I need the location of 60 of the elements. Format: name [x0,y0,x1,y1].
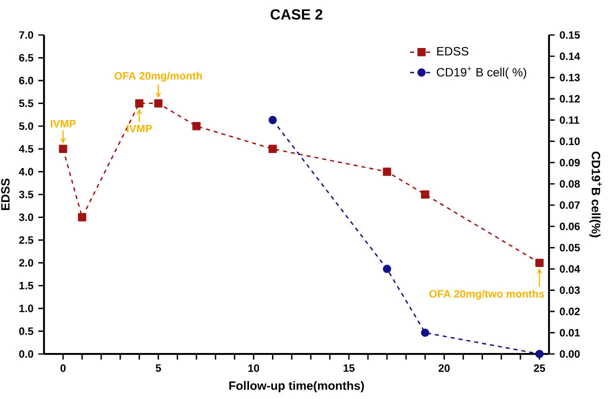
point [421,328,430,337]
x-axis-title: Follow-up time(months) [229,381,364,392]
y-tick-label: 1.0 [19,304,34,312]
y2-tick-label: 0.00 [560,350,580,358]
annotation: OFA 20mg/month [114,72,202,82]
y-tick-label: 0.0 [19,350,34,358]
x-tick-label: 25 [534,364,546,372]
y-tick-label: 6.5 [19,54,34,62]
y-tick-label: 3.5 [19,190,34,198]
y-tick-label: 1.5 [19,282,34,290]
legend-label: EDSS [437,46,468,56]
point [135,99,144,108]
x-tick-label: 5 [156,364,162,372]
y-tick-label: 7.0 [19,31,34,39]
y2-axis-title: CD19$^{+}$B cell(%) [589,152,602,238]
y-tick-label: 2.5 [19,236,34,244]
point [535,258,544,267]
x-tick-label: 10 [248,364,260,372]
y2-tick-label: 0.04 [560,265,580,273]
x-tick-label: 0 [60,364,66,372]
y-tick-label: 4.0 [18,168,34,176]
y-tick-label: 2.0 [19,259,34,267]
point [420,190,430,199]
y-tick-label: 0.5 [19,327,34,335]
point [154,99,162,108]
y-tick-label: 5.5 [19,100,34,108]
y-axis-title: EDSS [1,178,10,210]
point [382,168,392,176]
y2-tick-label: 0.03 [560,286,580,294]
point [192,122,201,130]
y2-tick-label: 0.01 [560,328,580,336]
annotation: IVMP [50,120,76,128]
y2-tick-label: 0.15 [560,31,580,39]
y2-tick-label: 0.07 [560,201,580,209]
x-tick-label: 15 [344,364,355,372]
legend-label: CD19$^{+}$ B cell( %) [436,66,526,79]
annotation: IVMP [126,124,152,132]
y-tick-label: 5.0 [19,122,34,130]
point [535,350,544,358]
y2-tick-label: 0.11 [560,116,580,124]
point [78,213,86,222]
y2-tick-label: 0.14 [560,52,580,60]
point [58,144,68,154]
y2-tick-label: 0.02 [560,308,580,316]
x-tick-label: 20 [438,364,450,372]
chart-title: CASE 2 [270,9,322,20]
y2-tick-label: 0.05 [560,244,580,252]
y2-tick-label: 0.08 [560,180,580,188]
y2-tick-label: 0.12 [560,95,580,103]
y2-tick-label: 0.13 [560,74,580,82]
y-tick-label: 6.0 [19,76,34,84]
point [268,144,277,154]
y2-tick-label: 0.10 [560,138,580,146]
y2-tick-label: 0.06 [560,222,580,230]
annotation: OFA 20mg/two months [429,290,544,300]
y-tick-label: 4.5 [18,145,34,153]
y-tick-label: 3.0 [19,213,34,222]
point [268,116,277,124]
y2-tick-label: 0.09 [560,158,580,166]
point [382,264,392,274]
